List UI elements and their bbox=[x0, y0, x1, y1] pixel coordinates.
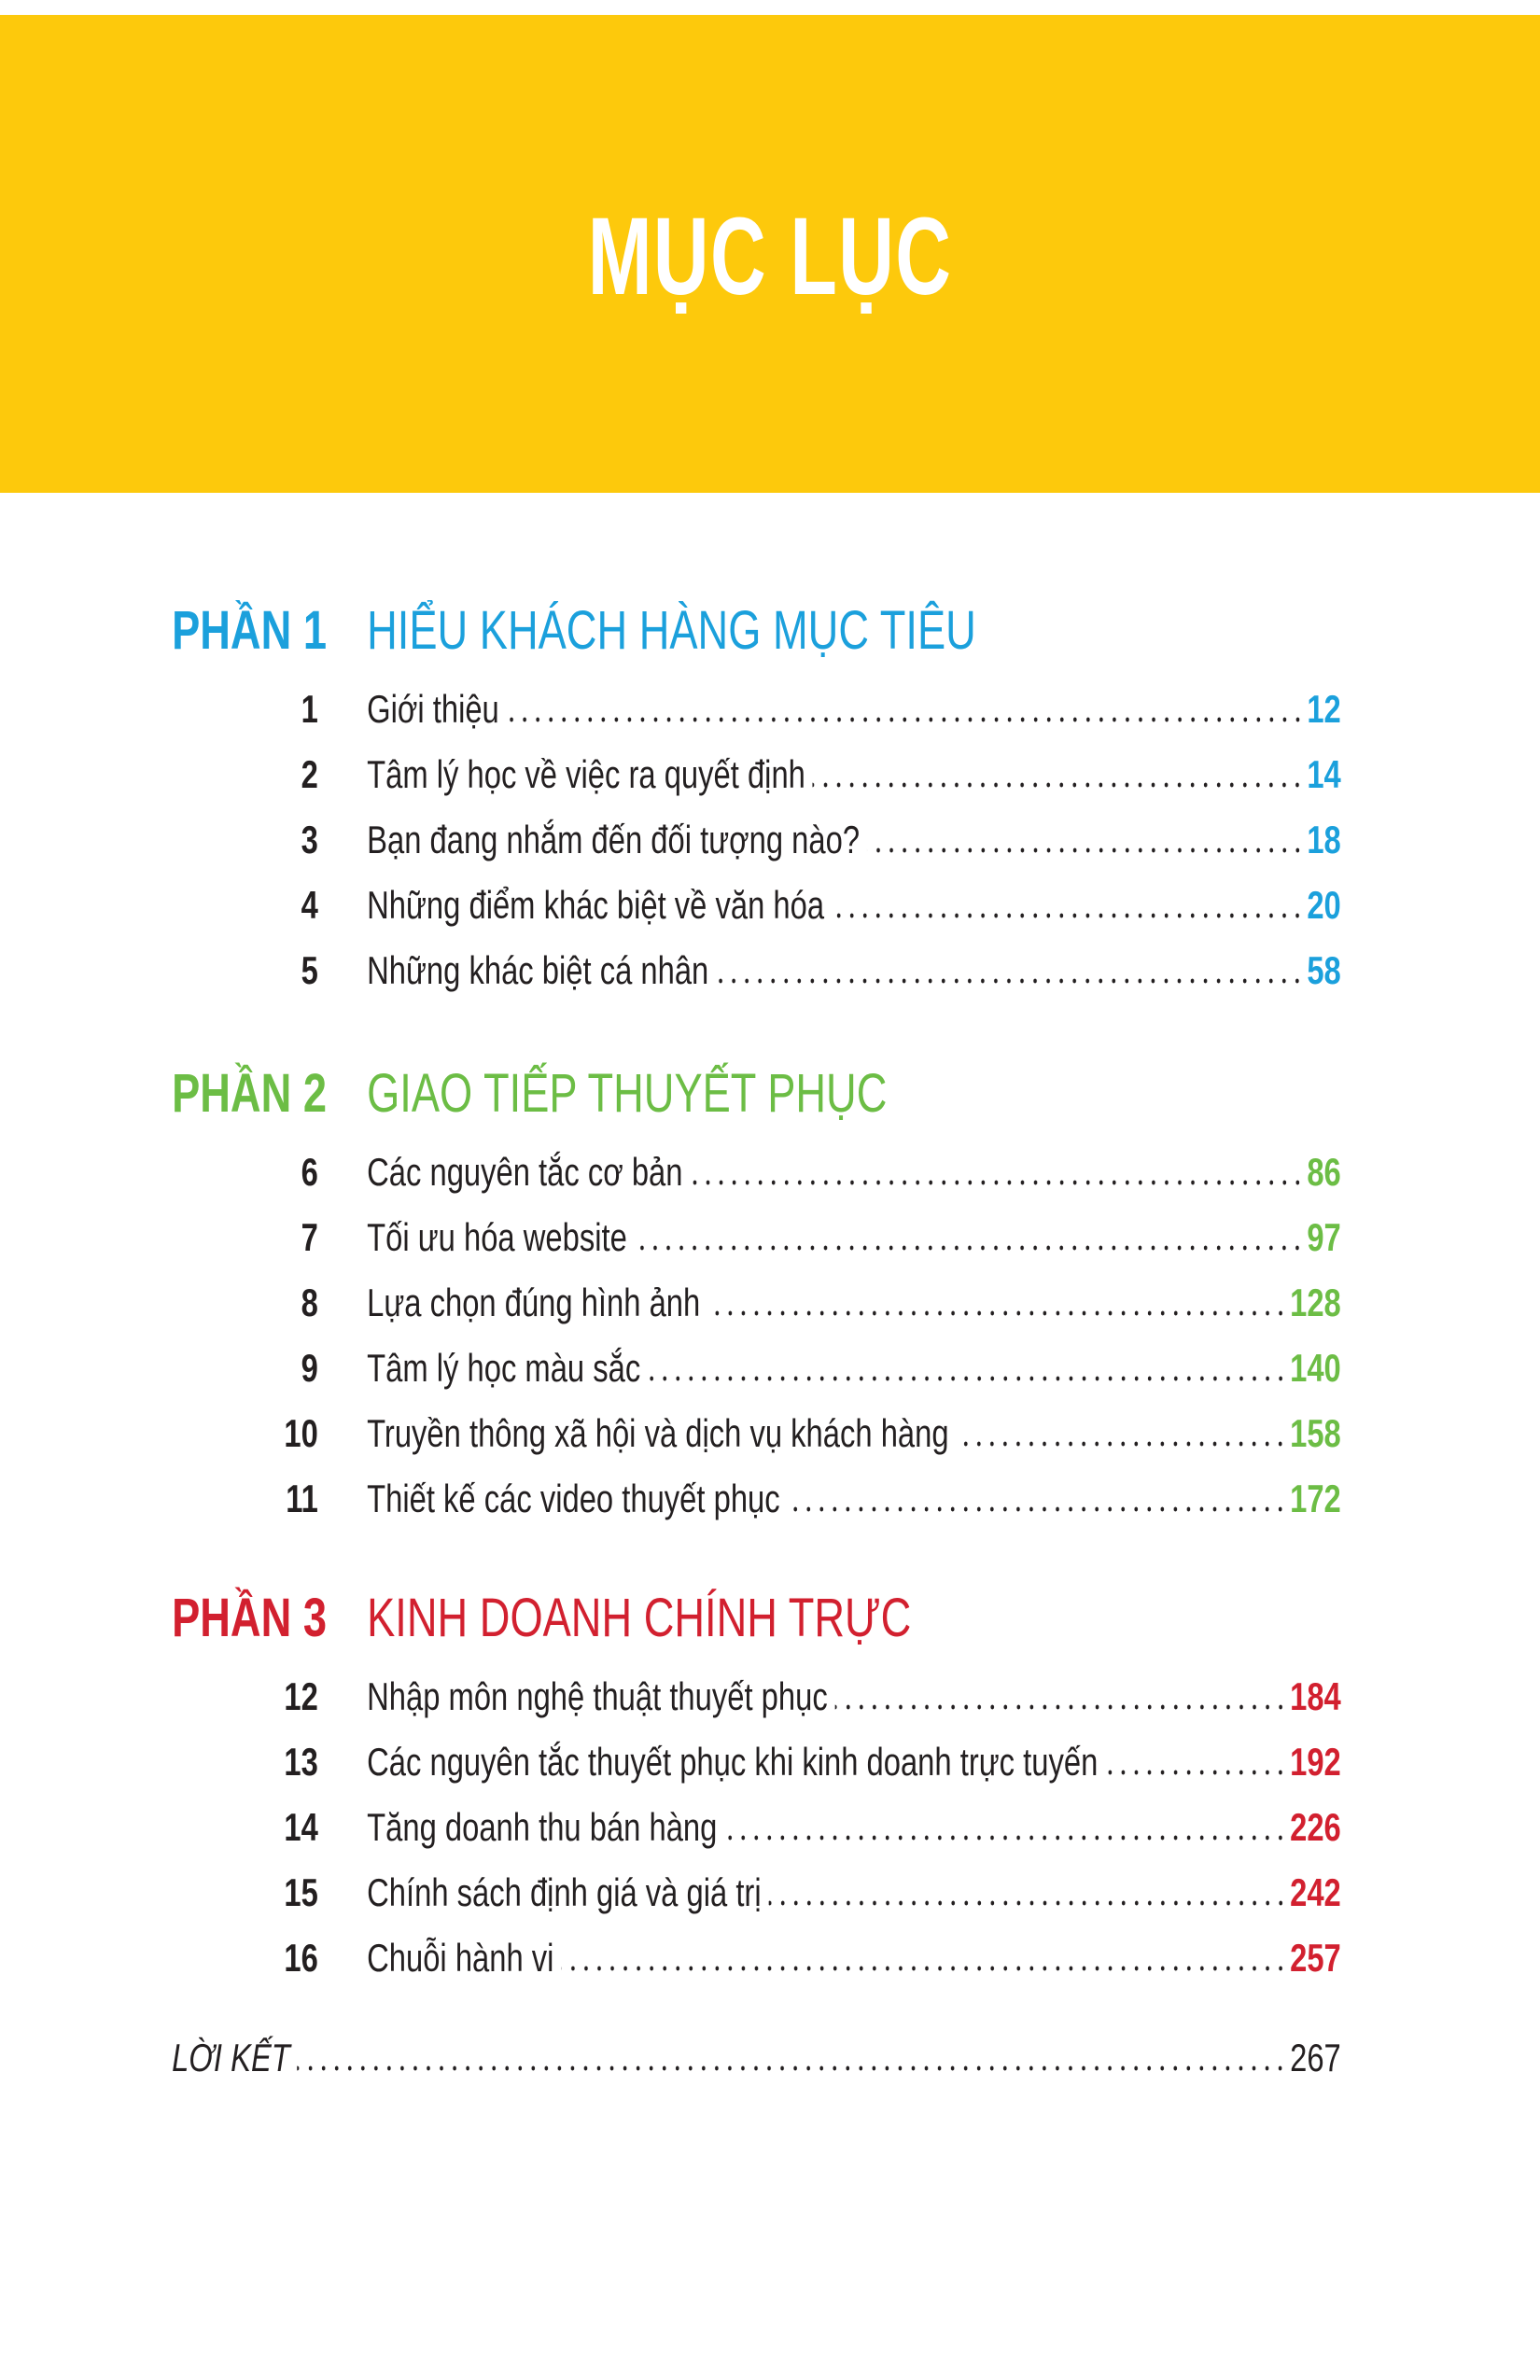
page-number: 12 bbox=[1307, 687, 1341, 731]
section-label: PHẦN 3 bbox=[172, 1587, 328, 1648]
chapter-title: Những khác biệt cá nhân bbox=[367, 948, 709, 992]
toc-entry[interactable]: 7 Tối ưu hóa website 97 bbox=[218, 1205, 1341, 1261]
page-number: 86 bbox=[1307, 1150, 1341, 1194]
toc-entry[interactable]: 6 Các nguyên tắc cơ bản 86 bbox=[218, 1140, 1341, 1196]
leader-dots bbox=[561, 1965, 1287, 1972]
leader-dots bbox=[707, 1309, 1287, 1317]
leader-dots bbox=[956, 1440, 1287, 1448]
toc-entry[interactable]: 5 Những khác biệt cá nhân 58 bbox=[218, 938, 1341, 994]
epilogue-page: 267 bbox=[1290, 2036, 1341, 2079]
chapter-number: 9 bbox=[301, 1346, 318, 1390]
leader-dots bbox=[866, 847, 1305, 854]
toc-entry[interactable]: 3 Bạn đang nhắm đến đối tượng nào? 18 bbox=[218, 807, 1341, 863]
page-number: 242 bbox=[1290, 1870, 1341, 1914]
chapter-number: 3 bbox=[301, 818, 318, 861]
chapter-title: Tâm lý học về việc ra quyết định bbox=[367, 752, 805, 796]
chapter-number: 16 bbox=[284, 1936, 318, 1980]
page-number: 97 bbox=[1307, 1215, 1341, 1259]
leader-dots bbox=[716, 977, 1305, 985]
page-number: 128 bbox=[1290, 1281, 1341, 1324]
toc-entry[interactable]: 13 Các nguyên tắc thuyết phục khi kinh d… bbox=[218, 1729, 1341, 1785]
chapter-title: Giới thiệu bbox=[367, 687, 499, 731]
toc-entry[interactable]: 9 Tâm lý học màu sắc 140 bbox=[218, 1336, 1341, 1392]
page-number: 18 bbox=[1307, 818, 1341, 861]
chapter-number: 11 bbox=[286, 1477, 318, 1520]
chapter-title: Bạn đang nhắm đến đối tượng nào? bbox=[367, 818, 861, 861]
page-number: 20 bbox=[1307, 883, 1341, 927]
section-header: PHẦN 1 HIỂU KHÁCH HÀNG MỤC TIÊU bbox=[172, 597, 976, 663]
toc-entry[interactable]: 14 Tăng doanh thu bán hàng 226 bbox=[218, 1795, 1341, 1851]
header-banner bbox=[0, 15, 1540, 493]
chapter-number: 8 bbox=[301, 1281, 318, 1324]
chapter-title: Tăng doanh thu bán hàng bbox=[367, 1805, 718, 1849]
leader-dots bbox=[831, 912, 1305, 919]
chapter-number: 13 bbox=[284, 1740, 318, 1784]
chapter-number: 15 bbox=[284, 1870, 318, 1914]
chapter-title: Thiết kế các video thuyết phục bbox=[367, 1477, 780, 1520]
toc-entry[interactable]: 15 Chính sách định giá và giá trị 242 bbox=[218, 1860, 1341, 1916]
chapter-title: Lựa chọn đúng hình ảnh bbox=[367, 1281, 701, 1324]
leader-dots bbox=[297, 2065, 1287, 2072]
toc-entry[interactable]: 16 Chuỗi hành vi 257 bbox=[218, 1925, 1341, 1981]
chapter-title: Các nguyên tắc cơ bản bbox=[367, 1150, 683, 1194]
chapter-number: 12 bbox=[284, 1674, 318, 1718]
chapter-title: Tâm lý học màu sắc bbox=[367, 1346, 641, 1390]
section-label: PHẦN 2 bbox=[172, 1062, 328, 1124]
leader-dots bbox=[787, 1505, 1287, 1513]
leader-dots bbox=[1105, 1769, 1287, 1776]
page-number: 226 bbox=[1290, 1805, 1341, 1849]
page-number: 192 bbox=[1290, 1740, 1341, 1784]
chapter-title: Các nguyên tắc thuyết phục khi kinh doan… bbox=[367, 1740, 1099, 1784]
section-title: KINH DOANH CHÍNH TRỰC bbox=[367, 1587, 912, 1648]
section-title: HIỂU KHÁCH HÀNG MỤC TIÊU bbox=[367, 599, 976, 661]
toc-entry[interactable]: 10 Truyền thông xã hội và dịch vụ khách … bbox=[218, 1401, 1341, 1457]
leader-dots bbox=[648, 1375, 1287, 1382]
leader-dots bbox=[768, 1899, 1287, 1907]
chapter-number: 7 bbox=[301, 1215, 318, 1259]
chapter-number: 6 bbox=[301, 1150, 318, 1194]
toc-entry[interactable]: 8 Lựa chọn đúng hình ảnh 128 bbox=[218, 1270, 1341, 1326]
leader-dots bbox=[724, 1834, 1287, 1841]
chapter-title: Tối ưu hóa website bbox=[367, 1215, 627, 1259]
chapter-title: Truyền thông xã hội và dịch vụ khách hàn… bbox=[367, 1411, 949, 1455]
chapter-title: Chính sách định giá và giá trị bbox=[367, 1870, 762, 1914]
chapter-title: Chuỗi hành vi bbox=[367, 1936, 554, 1980]
chapter-title: Nhập môn nghệ thuật thuyết phục bbox=[367, 1674, 828, 1718]
leader-dots bbox=[506, 716, 1305, 723]
page-number: 140 bbox=[1290, 1346, 1341, 1390]
toc-entry[interactable]: 4 Những điểm khác biệt về văn hóa 20 bbox=[218, 873, 1341, 929]
page-title: MỤC LỤC bbox=[587, 195, 953, 318]
toc-entry[interactable]: 2 Tâm lý học về việc ra quyết định 14 bbox=[218, 742, 1341, 798]
section-header: PHẦN 2 GIAO TIẾP THUYẾT PHỤC bbox=[172, 1060, 887, 1126]
chapter-title: Những điểm khác biệt về văn hóa bbox=[367, 883, 825, 927]
leader-dots bbox=[690, 1179, 1305, 1186]
section-header: PHẦN 3 KINH DOANH CHÍNH TRỰC bbox=[172, 1585, 911, 1650]
toc-entry[interactable]: 1 Giới thiệu 12 bbox=[218, 677, 1341, 733]
section-label: PHẦN 1 bbox=[172, 599, 328, 661]
chapter-number: 1 bbox=[301, 687, 318, 731]
page-number: 172 bbox=[1290, 1477, 1341, 1520]
leader-dots bbox=[812, 781, 1305, 789]
leader-dots bbox=[634, 1244, 1305, 1252]
page-number: 58 bbox=[1307, 948, 1341, 992]
chapter-number: 10 bbox=[284, 1411, 318, 1455]
page-number: 14 bbox=[1307, 752, 1341, 796]
chapter-number: 4 bbox=[301, 883, 318, 927]
toc-entry[interactable]: 11 Thiết kế các video thuyết phục 172 bbox=[218, 1466, 1341, 1522]
page-number: 184 bbox=[1290, 1674, 1341, 1718]
section-title: GIAO TIẾP THUYẾT PHỤC bbox=[367, 1062, 888, 1124]
chapter-number: 14 bbox=[284, 1805, 318, 1849]
page-number: 158 bbox=[1290, 1411, 1341, 1455]
epilogue-title: LỜI KẾT bbox=[172, 2036, 290, 2079]
epilogue-entry[interactable]: LỜI KẾT 267 bbox=[172, 2025, 1341, 2081]
page-number: 257 bbox=[1290, 1936, 1341, 1980]
chapter-number: 2 bbox=[301, 752, 318, 796]
toc-entry[interactable]: 12 Nhập môn nghệ thuật thuyết phục 184 bbox=[218, 1664, 1341, 1720]
chapter-number: 5 bbox=[301, 948, 318, 992]
leader-dots bbox=[834, 1703, 1287, 1711]
